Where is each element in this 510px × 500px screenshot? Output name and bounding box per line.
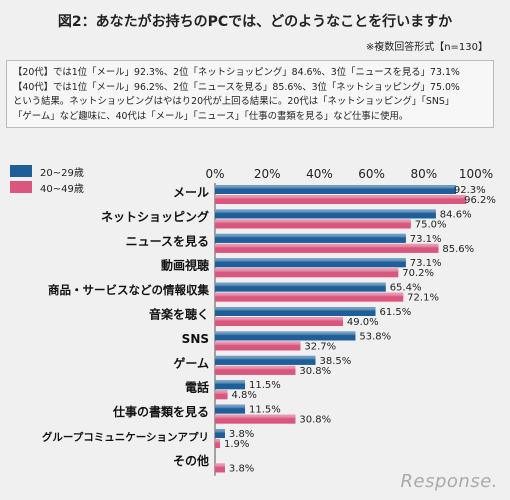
bar-highlight [215, 380, 246, 390]
bar-highlight [215, 463, 225, 473]
legend-swatch-20s [10, 165, 32, 177]
bar-highlight [215, 209, 436, 219]
category-label: ニュースを見る [126, 233, 209, 248]
bar-highlight [215, 268, 399, 278]
data-label: 96.2% [464, 195, 496, 206]
bar-highlight [215, 282, 386, 292]
data-label: 38.5% [319, 356, 351, 367]
x-tick-label: 20% [254, 167, 281, 181]
bar-highlight [215, 258, 406, 268]
legend: 20~29歳 40~49歳 [10, 163, 84, 195]
data-label: 4.8% [232, 390, 257, 401]
data-label: 70.2% [402, 268, 434, 279]
x-tick-label: 40% [306, 167, 333, 181]
x-tick-label: 60% [358, 167, 385, 181]
legend-label-20s: 20~29歳 [40, 167, 84, 179]
data-label: 53.8% [359, 331, 391, 342]
category-label: 仕事の書類を見る [112, 404, 209, 419]
category-label: 音楽を聴く [149, 307, 209, 322]
response-logo: Response. [401, 471, 498, 492]
bar-highlight [215, 185, 456, 194]
bar-highlight [215, 233, 406, 243]
data-label: 61.5% [380, 307, 412, 318]
bar-highlight [215, 219, 411, 229]
bar-highlight [215, 429, 225, 438]
summary-box: 【20代】では1位「メール」92.3%、2位「ネットショッピング」84.6%、3… [6, 60, 494, 128]
chart-title: 図2：あなたがお持ちのPCでは、どのようなことを行いますか [57, 14, 453, 30]
bar-highlight [215, 439, 220, 448]
x-tick-label: 80% [410, 167, 437, 181]
data-label: 3.8% [229, 429, 254, 440]
data-label: 32.7% [304, 341, 336, 352]
data-label: 72.1% [407, 293, 439, 304]
legend-label-40s: 40~49歳 [40, 183, 84, 195]
data-label: 3.8% [229, 463, 254, 474]
bar-highlight [215, 365, 296, 375]
bar-highlight [215, 404, 246, 414]
bar-highlight [215, 307, 376, 316]
summary-line: 「ゲーム」など趣味に、40代は「メール」「ニュース」「仕事の書類を見る」など仕事… [13, 110, 409, 122]
bar-highlight [215, 414, 296, 424]
category-label: その他 [173, 453, 209, 468]
x-tick-label: 100% [459, 167, 493, 181]
data-label: 11.5% [249, 380, 281, 391]
category-label: ゲーム [173, 355, 209, 370]
category-label: 動画視聴 [161, 258, 209, 273]
data-label: 85.6% [442, 244, 474, 255]
category-label: SNS [182, 332, 209, 346]
data-label: 84.6% [440, 209, 472, 220]
bar-highlight [215, 243, 439, 253]
category-label: 電話 [185, 380, 209, 395]
category-label: グループコミュニケーションアプリ [42, 431, 209, 444]
data-label: 75.0% [415, 219, 447, 230]
bar-highlight [215, 390, 228, 400]
data-label: 73.1% [410, 234, 442, 245]
category-label: メール [173, 186, 209, 200]
data-label: 30.8% [299, 366, 331, 377]
bar-highlight [215, 195, 467, 204]
legend-item-20s: 20~29歳 [10, 163, 84, 179]
data-label: 11.5% [249, 405, 281, 416]
category-label: 商品・サービスなどの情報収集 [48, 283, 209, 297]
data-label: 30.8% [299, 415, 331, 426]
bar-highlight [215, 341, 301, 351]
chart-note: ※複数回答形式【n=130】 [365, 42, 488, 53]
data-label: 1.9% [224, 439, 249, 450]
legend-swatch-40s [10, 181, 32, 193]
data-label: 65.4% [390, 283, 422, 294]
x-tick-label: 0% [205, 167, 224, 181]
bar-highlight [215, 292, 404, 302]
summary-line: 【40代】では1位「メール」96.2%、2位「ニュースを見る」85.6%、3位「… [13, 81, 460, 93]
summary-line: 【20代】では1位「メール」92.3%、2位「ネットショッピング」84.6%、3… [13, 67, 460, 78]
category-label: ネットショッピング [101, 209, 209, 224]
data-label: 49.0% [347, 317, 379, 328]
bar-highlight [215, 355, 316, 365]
legend-item-40s: 40~49歳 [10, 179, 84, 195]
summary-line: という結果。ネットショッピングはやはり20代が上回る結果に。20代は「ネットショ… [13, 96, 455, 107]
data-label: 73.1% [410, 258, 442, 269]
logo-text: Response. [400, 471, 498, 492]
data-label: 92.3% [454, 185, 486, 196]
bar-highlight [215, 331, 356, 341]
bar-highlight [215, 317, 343, 326]
